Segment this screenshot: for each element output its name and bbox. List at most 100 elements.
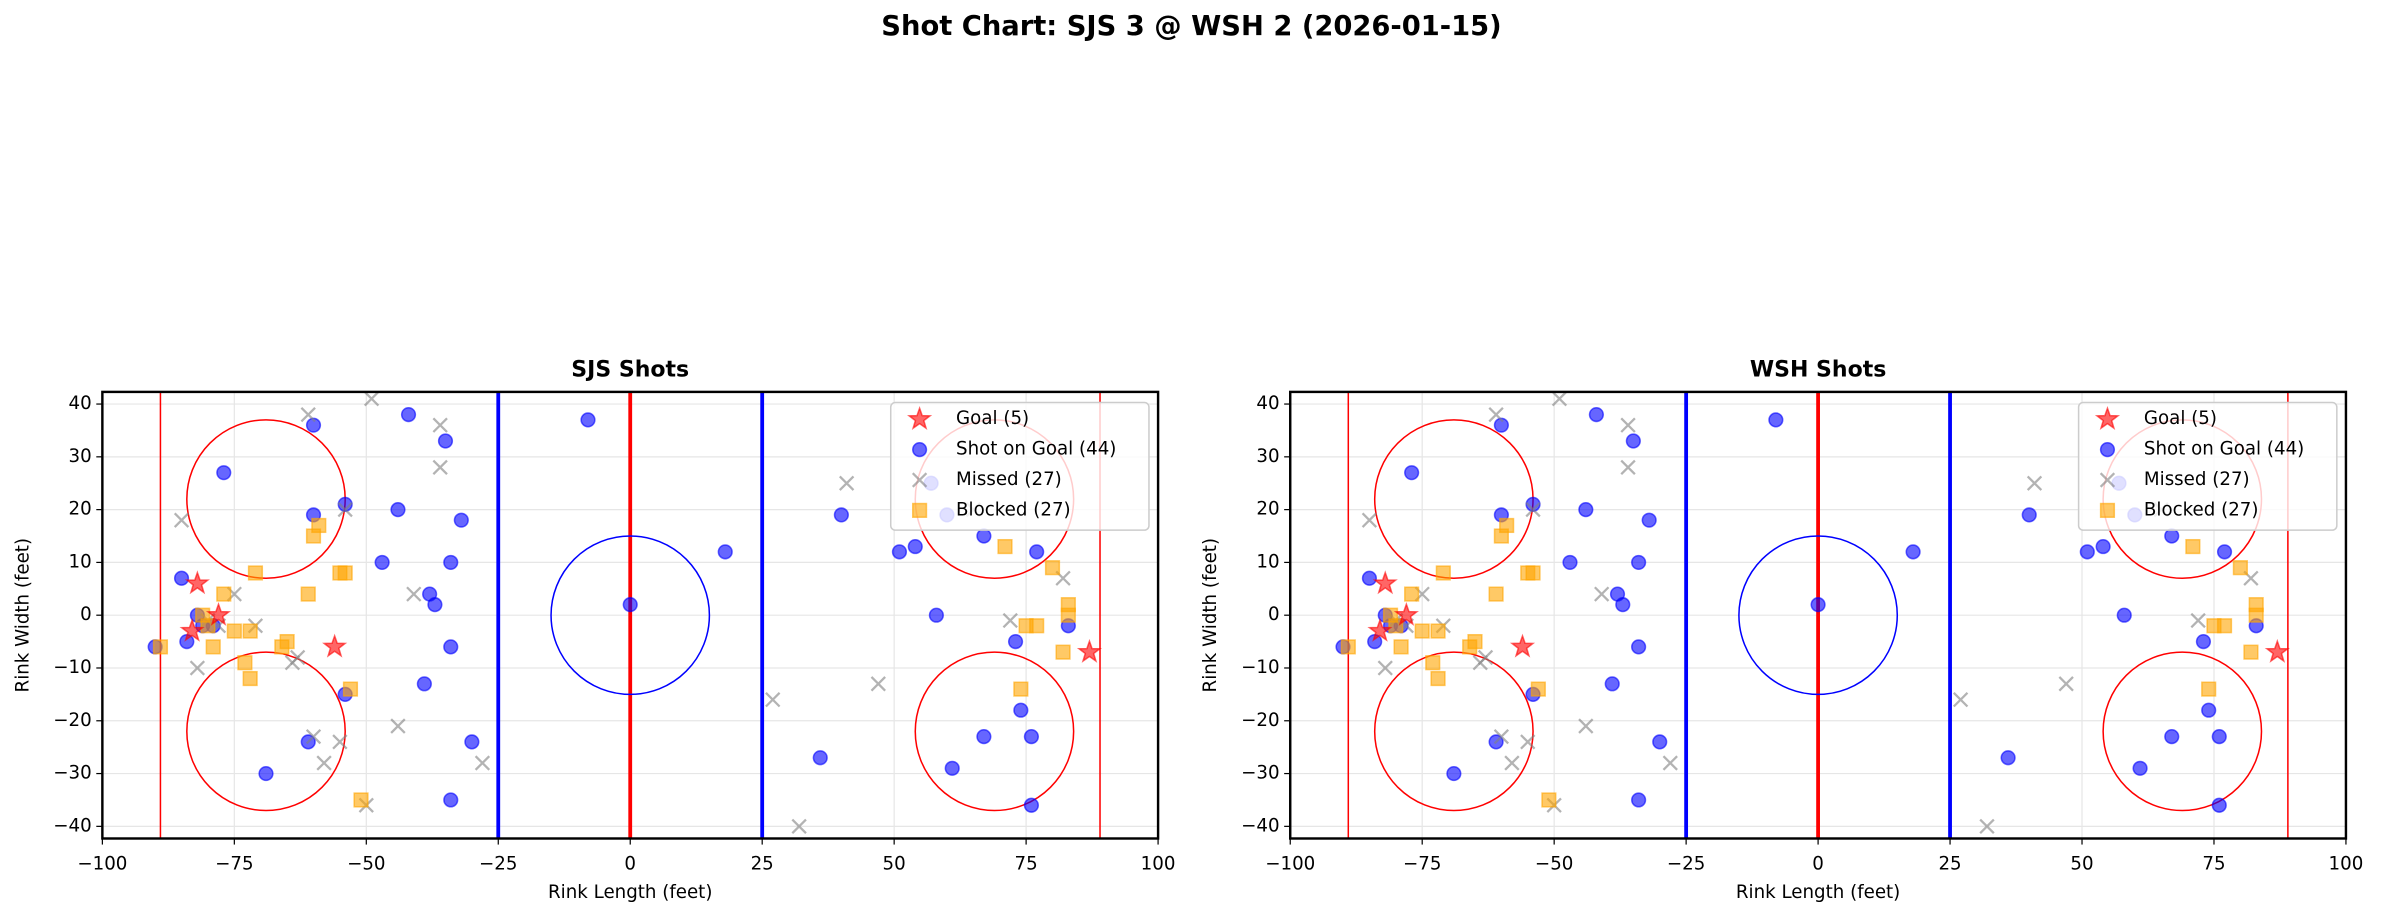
legend-marker [2099, 472, 2116, 488]
legend-label: Goal (5) [956, 408, 1029, 429]
missed-marker [1488, 406, 1504, 423]
y-tick-label: 20 [1256, 499, 1279, 520]
missed-marker [1979, 818, 1995, 834]
legend-marker [912, 502, 928, 518]
shot-marker [2164, 729, 2180, 745]
missed-marker [1662, 755, 1678, 771]
goal-marker [1076, 638, 1103, 663]
shot-marker [2132, 760, 2148, 776]
missed-marker [1361, 512, 1378, 528]
missed-marker [1493, 728, 1510, 745]
blocked-marker [997, 538, 1013, 555]
shot-marker [2211, 797, 2227, 813]
blocked-marker [279, 633, 295, 650]
missed-marker [1551, 391, 1568, 407]
shot-marker [416, 676, 432, 692]
shot-marker [2164, 528, 2180, 544]
missed-marker [765, 692, 781, 708]
blocked-marker [1488, 586, 1504, 602]
blocked-marker [1055, 644, 1071, 660]
shot-marker [1604, 676, 1620, 692]
x-tick-label: 0 [1812, 853, 1824, 874]
legend: Goal (5) Shot on Goal (44) Missed (27) Bloc… [889, 401, 1150, 531]
subplot-title: WSH Shots [1750, 358, 1887, 383]
y-tick-label: 10 [1256, 551, 1279, 572]
shot-marker [443, 554, 459, 571]
missed-marker [290, 649, 306, 666]
shot-marker [833, 507, 849, 523]
blocked-marker [1029, 618, 1045, 634]
missed-marker [1377, 660, 1393, 676]
y-tick-label: 20 [69, 499, 92, 520]
shot-marker [1013, 702, 1029, 718]
blocked-marker [1430, 670, 1446, 687]
y-axis-label: Rink Width (feet) [1200, 538, 1221, 693]
blocked-marker [1388, 618, 1404, 634]
missed-marker [791, 818, 807, 834]
goal-marker [179, 617, 205, 642]
shot-marker [580, 412, 596, 428]
shot-marker [812, 750, 828, 766]
x-tick-label: 50 [2070, 853, 2093, 874]
x-tick-label: 0 [624, 853, 636, 874]
shot-marker [1810, 597, 1826, 613]
y-tick-label: −40 [1241, 815, 1279, 836]
legend-marker [2099, 442, 2116, 458]
blocked-marker [1499, 517, 1515, 534]
x-tick-label: −50 [1535, 853, 1573, 874]
missed-marker [1525, 501, 1541, 518]
legend-label: Blocked (27) [956, 499, 1071, 520]
y-tick-label: −20 [53, 710, 91, 731]
center-circle [1738, 535, 1899, 696]
shot-marker [173, 570, 190, 586]
legend-label: Shot on Goal (44) [2144, 439, 2304, 460]
missed-marker [1520, 734, 1536, 750]
missed-marker [432, 417, 448, 433]
y-tick-label: 30 [1256, 446, 1279, 467]
y-tick-label: −40 [53, 815, 91, 836]
x-tick-label: −100 [77, 853, 127, 874]
shot-marker [216, 465, 232, 481]
shot-marker [443, 792, 459, 808]
center-circle [550, 535, 711, 696]
y-tick-label: 0 [80, 604, 92, 625]
y-tick-label: 40 [1256, 393, 1279, 414]
blocked-marker [216, 586, 232, 602]
shot-marker [1446, 765, 1462, 782]
missed-marker [173, 512, 190, 528]
legend-label: Shot on Goal (44) [956, 439, 1116, 460]
missed-marker [316, 755, 332, 771]
subplot: WSH Shots Rink Length (feet) Rink Width (f… [1200, 358, 2363, 904]
goal-marker [2264, 638, 2290, 663]
goal-marker [184, 570, 210, 595]
blocked-marker [1340, 639, 1356, 655]
faceoff-circle [1373, 651, 1534, 812]
x-tick-label: 100 [1141, 853, 1176, 874]
missed-marker [839, 475, 855, 491]
blocked-marker [1541, 792, 1557, 808]
missed-marker [332, 734, 348, 750]
subplot-title: SJS Shots [571, 358, 689, 383]
goal-marker [322, 633, 348, 658]
y-tick-label: −20 [1241, 710, 1279, 731]
missed-marker [337, 501, 353, 518]
shot-marker [1562, 554, 1578, 571]
figure-title: Shot Chart: SJS 3 @ WSH 2 (2026-01-15) [881, 11, 1501, 42]
goal-marker [1509, 633, 1536, 658]
shot-marker [1007, 633, 1024, 650]
blocked-marker [2248, 607, 2264, 623]
shot-marker [453, 512, 469, 528]
shot-marker [464, 734, 480, 750]
shot-marker [1631, 554, 1647, 571]
x-axis-label: Rink Length (feet) [548, 882, 712, 903]
shot-marker [1588, 407, 1604, 423]
legend-label: Missed (27) [956, 469, 1062, 490]
faceoff-circle [914, 651, 1075, 812]
blocked-marker [1044, 560, 1061, 576]
missed-marker [1594, 586, 1610, 602]
x-tick-label: −100 [1265, 853, 1315, 874]
blocked-marker [242, 670, 258, 687]
shot-marker [1029, 544, 1045, 560]
missed-marker [189, 660, 206, 676]
